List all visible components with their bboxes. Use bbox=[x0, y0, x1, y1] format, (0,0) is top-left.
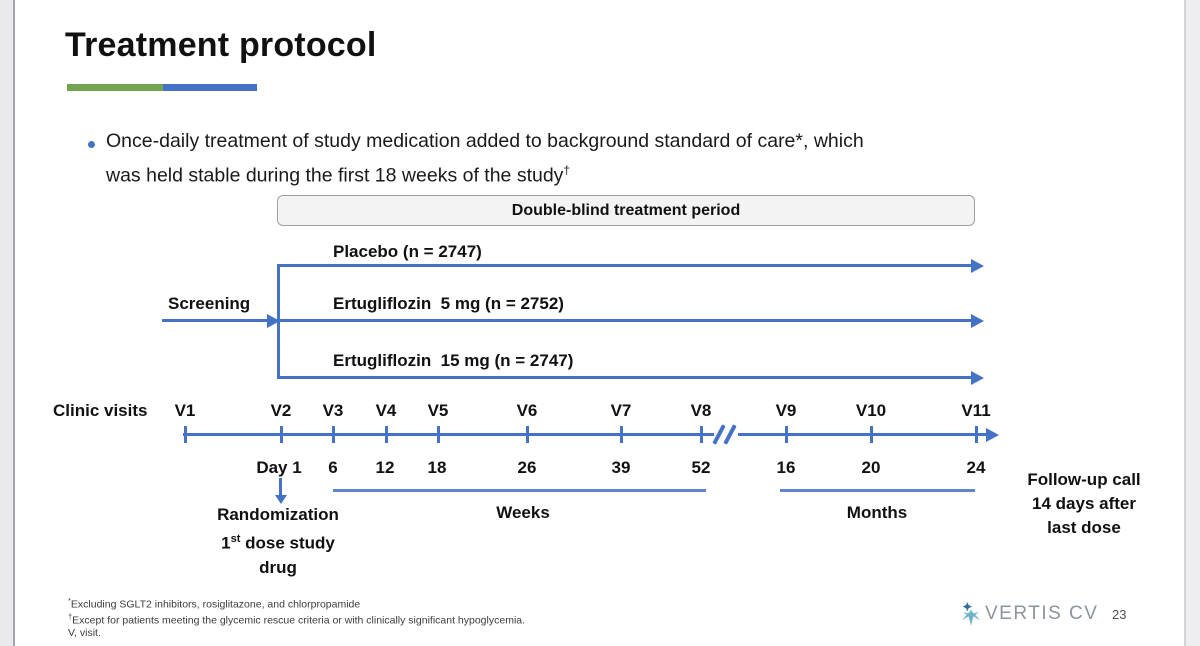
visit-label-v2: V2 bbox=[270, 401, 292, 420]
page-number: 23 bbox=[1112, 607, 1127, 622]
visit-label-v6: V6 bbox=[516, 401, 538, 420]
visit-label-v4: V4 bbox=[375, 401, 397, 420]
footnote-2-text: Except for patients meeting the glycemic… bbox=[72, 614, 526, 627]
randomization-line2-sup: st bbox=[230, 533, 241, 545]
timeline-tick-v10 bbox=[869, 426, 873, 443]
time-label-52: 52 bbox=[691, 458, 711, 477]
arm-arrowhead-ertugliflozin-5mg-icon bbox=[971, 313, 984, 328]
randomization-line3: drug bbox=[259, 557, 297, 577]
timeline-tick-v1 bbox=[183, 426, 187, 443]
timeline-axis-line bbox=[183, 433, 988, 436]
period-box-label: Double-blind treatment period bbox=[511, 201, 741, 219]
time-label-20: 20 bbox=[861, 458, 881, 477]
randomization-line2-num: 1 bbox=[221, 533, 231, 553]
accent-bar-green bbox=[67, 84, 163, 91]
visit-label-v8: V8 bbox=[690, 401, 712, 420]
clinic-visits-label: Clinic visits bbox=[53, 401, 148, 420]
followup-line3: last dose bbox=[1047, 518, 1121, 537]
vertis-logo-text: VERTIS CV bbox=[985, 603, 1099, 624]
arm-label-ertugliflozin-5mg: Ertugliflozin 5 mg (n = 2752) bbox=[333, 294, 564, 313]
weeks-span-line bbox=[333, 489, 706, 492]
followup-line2: 14 days after bbox=[1032, 494, 1136, 513]
bullet-dot bbox=[88, 141, 95, 148]
frame-right-strip bbox=[1186, 0, 1200, 646]
months-span-line bbox=[780, 489, 975, 492]
time-label-day1: Day 1 bbox=[256, 458, 302, 477]
footnote-1-text: Excluding SGLT2 inhibitors, rosiglitazon… bbox=[70, 598, 361, 611]
screening-arrowhead-icon bbox=[267, 313, 280, 328]
vertis-cv-logo: VERTIS CV bbox=[960, 602, 1098, 626]
timeline-tick-v8 bbox=[699, 426, 703, 443]
timeline-tick-v11 bbox=[974, 426, 978, 443]
randomization-line1: Randomization bbox=[217, 505, 339, 524]
page-title: Treatment protocol bbox=[65, 26, 377, 64]
footnote-2: †Except for patients meeting the glycemi… bbox=[68, 611, 525, 627]
arm-label-placebo: Placebo (n = 2747) bbox=[333, 242, 482, 261]
timeline-tick-v9 bbox=[784, 426, 788, 443]
timeline-arrowhead-icon bbox=[986, 427, 999, 442]
time-label-12: 12 bbox=[375, 458, 395, 477]
arm-arrowhead-placebo-icon bbox=[971, 258, 984, 273]
bullet-line2: was held stable during the first 18 week… bbox=[106, 164, 564, 187]
timeline-tick-v7 bbox=[619, 426, 623, 443]
vertis-logo-icon bbox=[961, 602, 981, 626]
visit-label-v5: V5 bbox=[427, 401, 449, 420]
bullet-line1: Once-daily treatment of study medication… bbox=[106, 130, 864, 152]
time-label-26: 26 bbox=[517, 458, 537, 477]
footnote-3: V, visit. bbox=[68, 627, 525, 640]
footnotes: *Excluding SGLT2 inhibitors, rosiglitazo… bbox=[68, 595, 525, 640]
footnote-2-marker: † bbox=[68, 612, 73, 621]
visit-label-v9: V9 bbox=[775, 401, 797, 420]
footnote-3-text: V, visit. bbox=[68, 627, 101, 639]
arm-label-ertugliflozin-15mg: Ertugliflozin 15 mg (n = 2747) bbox=[333, 351, 574, 370]
day1-arrow-line bbox=[279, 478, 282, 496]
randomization-line2-rest: dose study bbox=[240, 533, 335, 553]
accent-bar-blue bbox=[163, 84, 257, 91]
bullet-text: Once-daily treatment of study medication… bbox=[106, 127, 986, 191]
double-blind-period-box: Double-blind treatment period bbox=[277, 195, 975, 226]
screening-arrow-line bbox=[162, 319, 270, 322]
followup-line1: Follow-up call bbox=[1027, 470, 1141, 489]
arm-arrowhead-ertugliflozin-15mg-icon bbox=[971, 370, 984, 385]
visit-label-v3: V3 bbox=[322, 401, 344, 420]
visit-label-v7: V7 bbox=[610, 401, 632, 420]
time-label-39: 39 bbox=[611, 458, 631, 477]
frame-right-border bbox=[1184, 0, 1186, 646]
time-label-6: 6 bbox=[328, 458, 338, 477]
time-label-16: 16 bbox=[776, 458, 796, 477]
screening-label: Screening bbox=[168, 294, 251, 313]
timeline-tick-v3 bbox=[331, 426, 335, 443]
weeks-label: Weeks bbox=[496, 503, 550, 522]
visit-label-v1: V1 bbox=[174, 401, 196, 420]
visit-label-v10: V10 bbox=[855, 401, 887, 420]
months-label: Months bbox=[846, 503, 908, 522]
timeline-tick-v2 bbox=[279, 426, 283, 443]
time-label-24: 24 bbox=[966, 458, 986, 477]
arm-line-ertugliflozin-15mg bbox=[277, 376, 972, 379]
time-label-18: 18 bbox=[427, 458, 447, 477]
footnote-1: *Excluding SGLT2 inhibitors, rosiglitazo… bbox=[68, 595, 525, 611]
followup-block: Follow-up call 14 days after last dose bbox=[1004, 468, 1164, 540]
arm-line-ertugliflozin-5mg bbox=[277, 319, 972, 322]
timeline-tick-v5 bbox=[436, 426, 440, 443]
title-accent-bar bbox=[67, 84, 257, 91]
timeline-tick-v4 bbox=[384, 426, 388, 443]
visit-label-v11: V11 bbox=[961, 401, 991, 420]
bullet-dagger: † bbox=[563, 163, 571, 177]
frame-left-strip bbox=[0, 0, 13, 646]
footnote-1-marker: * bbox=[68, 596, 71, 605]
frame-left-border bbox=[13, 0, 15, 646]
arm-line-placebo bbox=[277, 264, 972, 267]
day1-arrowhead-icon bbox=[274, 495, 287, 504]
randomization-block: Randomization 1st dose study drug bbox=[178, 503, 378, 580]
timeline-tick-v6 bbox=[525, 426, 529, 443]
